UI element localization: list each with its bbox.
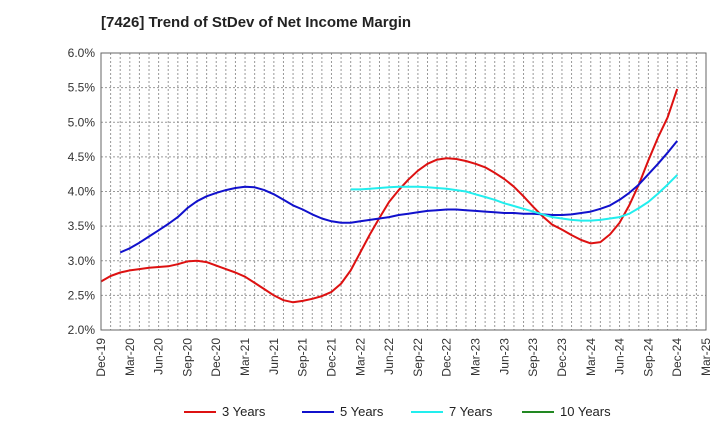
y-tick-label: 6.0%: [68, 46, 96, 60]
x-tick-label: Dec-22: [440, 338, 454, 377]
y-tick-label: 2.5%: [68, 288, 96, 302]
x-tick-label: Mar-23: [469, 338, 483, 376]
grid-layer: [101, 53, 706, 330]
chart-title: [7426] Trend of StDev of Net Income Marg…: [101, 14, 412, 31]
legend-swatch: [522, 410, 554, 413]
legend-label: 7 Years: [449, 404, 493, 419]
y-tick-label: 5.0%: [68, 115, 96, 129]
series-layer: [100, 88, 679, 304]
legend-item: 3 Years: [184, 404, 265, 419]
legend-label: 10 Years: [560, 404, 611, 419]
series-line-5-years: [119, 140, 678, 254]
x-tick-label: Sep-21: [296, 338, 310, 377]
y-tick-label: 3.0%: [68, 254, 96, 268]
x-tick-label: Mar-20: [123, 338, 137, 376]
x-tick-label: Jun-23: [497, 338, 511, 375]
legend-item: 5 Years: [302, 404, 383, 419]
x-tick-label: Sep-24: [641, 338, 655, 377]
x-tick-label: Sep-23: [526, 338, 540, 377]
legend-item: 7 Years: [411, 404, 492, 419]
legend-label: 3 Years: [222, 404, 266, 419]
series-line-3-years: [100, 88, 679, 304]
x-tick-label: Jun-24: [613, 338, 627, 375]
x-tick-label: Dec-21: [324, 338, 338, 377]
x-tick-label: Mar-22: [353, 338, 367, 376]
x-tick-label: Mar-25: [699, 338, 713, 376]
series-line-7-years: [350, 174, 678, 222]
legend-swatch: [411, 410, 443, 413]
y-tick-label: 3.5%: [68, 219, 96, 233]
x-tick-label: Dec-24: [670, 338, 684, 377]
x-tick-label: Dec-20: [209, 338, 223, 377]
x-tick-label: Sep-20: [180, 338, 194, 377]
x-tick-label: Dec-19: [94, 338, 108, 377]
x-tick-label: Mar-24: [584, 338, 598, 376]
x-tick-label: Jun-20: [152, 338, 166, 375]
x-tick-label: Dec-23: [555, 338, 569, 377]
legend-item: 10 Years: [522, 404, 611, 419]
x-tick-label: Jun-21: [267, 338, 281, 375]
x-tick-label: Jun-22: [382, 338, 396, 375]
legend-label: 5 Years: [340, 404, 384, 419]
plot-border: [100, 52, 707, 331]
legend: 3 Years 5 Years 7 Years 10 Years: [0, 404, 720, 426]
x-tick-label: Sep-22: [411, 338, 425, 377]
y-tick-label: 5.5%: [68, 81, 96, 95]
y-tick-label: 4.5%: [68, 150, 96, 164]
legend-swatch: [302, 410, 334, 413]
y-tick-label: 2.0%: [68, 323, 96, 337]
legend-swatch: [184, 410, 216, 413]
y-tick-label: 4.0%: [68, 185, 96, 199]
x-tick-label: Mar-21: [238, 338, 252, 376]
axis-layer: 2.0% 2.5% 3.0% 3.5% 4.0% 4.5% 5.0% 5.5% 6.0% Dec-…: [68, 46, 713, 377]
